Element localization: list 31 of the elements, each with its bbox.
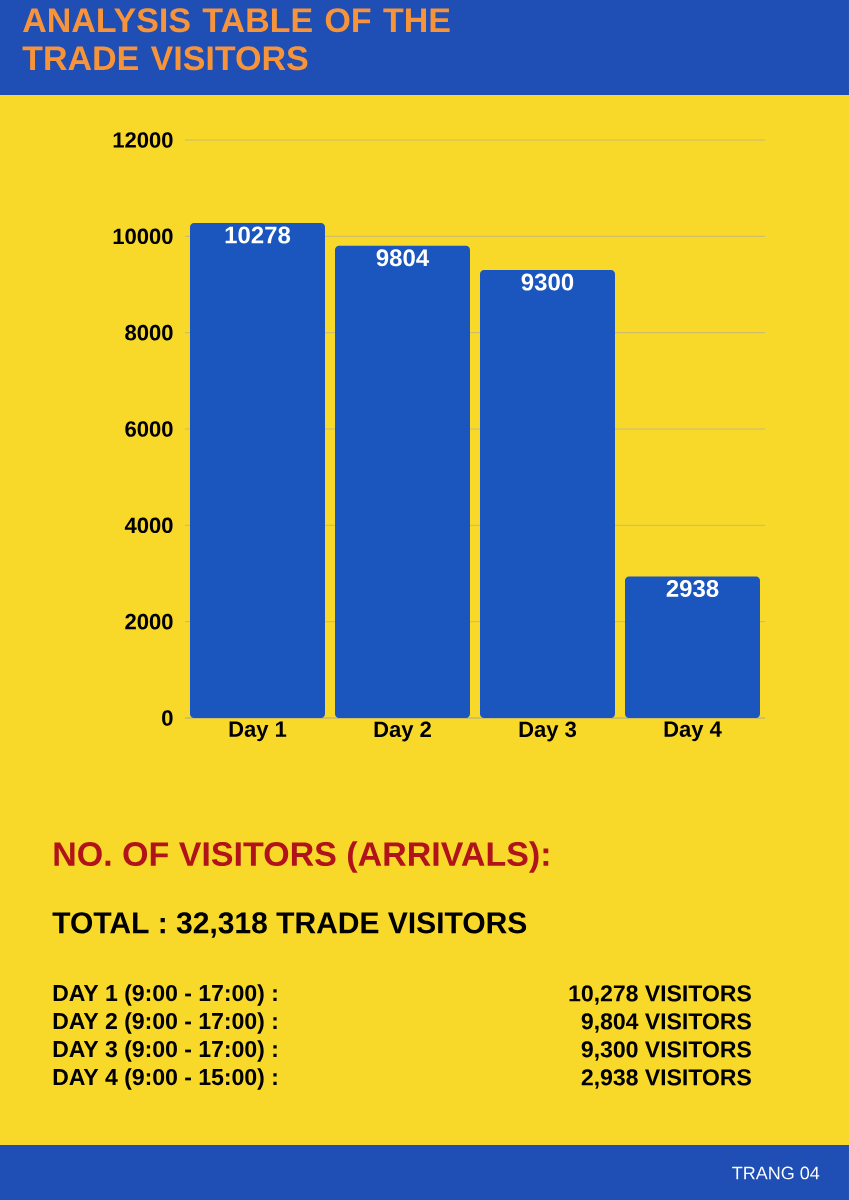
x-tick-label: Day 4 xyxy=(664,721,722,742)
bar xyxy=(479,270,615,718)
bar xyxy=(335,245,470,718)
text: TRANG 04 xyxy=(732,1166,820,1180)
y-tick-label: 2000 xyxy=(125,613,173,630)
text: NO. OF VISITORS (ARRIVALS): xyxy=(54,841,549,873)
text: TOTAL : 32,318 TRADE VISITORS xyxy=(52,912,527,938)
x-tick-label: Day 1 xyxy=(229,721,287,742)
text: DAY 4 (9:00 - 15:00) : xyxy=(53,1068,277,1090)
text: 10,278 VISITORS xyxy=(569,985,751,1005)
y-tick-label: 6000 xyxy=(125,421,173,437)
chart-title: ANALYSIS TABLE OF THE TRADE VISITORS xyxy=(22,8,450,71)
text: 9,804 VISITORS xyxy=(581,1013,751,1033)
y-tick-label: 0 xyxy=(162,710,173,726)
bar xyxy=(190,222,325,718)
data-label: 9804 xyxy=(376,249,430,267)
x-tick-label: Day 3 xyxy=(519,721,577,742)
bar xyxy=(624,576,760,718)
x-tick-label: Day 2 xyxy=(374,721,431,742)
text: 2,938 VISITORS xyxy=(581,1069,751,1089)
data-label: 2938 xyxy=(666,580,719,598)
y-tick-label: 4000 xyxy=(124,517,173,534)
y-tick-label: 8000 xyxy=(125,324,173,341)
y-tick-label: 12000 xyxy=(113,132,173,148)
text: DAY 2 (9:00 - 17:00) : xyxy=(53,1012,277,1034)
y-tick-label: 10000 xyxy=(113,228,173,245)
text: 9,300 VISITORS xyxy=(581,1041,751,1061)
text: DAY 1 (9:00 - 17:00) : xyxy=(53,984,277,1006)
text: DAY 3 (9:00 - 17:00) : xyxy=(53,1040,277,1062)
data-label: 9300 xyxy=(521,273,574,291)
data-label: 10278 xyxy=(225,226,291,244)
